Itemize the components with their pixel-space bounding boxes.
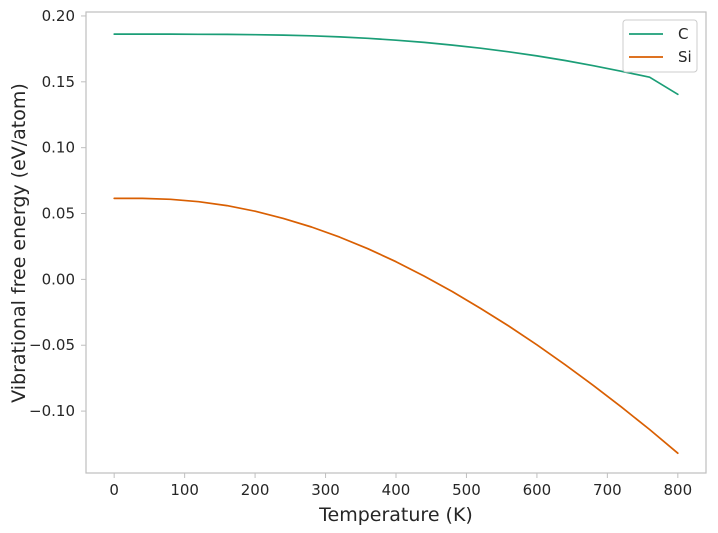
x-tick-label: 800	[663, 481, 692, 499]
y-tick-label: 0.20	[42, 7, 75, 25]
x-axis-ticks: 0 100 200 300 400 500 600 700 800	[109, 473, 692, 499]
y-tick-label: −0.10	[29, 402, 75, 420]
x-tick-label: 600	[523, 481, 552, 499]
x-tick-label: 700	[593, 481, 622, 499]
y-tick-label: −0.05	[29, 336, 75, 354]
x-tick-label: 300	[311, 481, 340, 499]
x-tick-label: 200	[241, 481, 270, 499]
x-tick-label: 0	[109, 481, 119, 499]
y-tick-label: 0.15	[42, 73, 75, 91]
y-axis-ticks: −0.10 −0.05 0.00 0.05 0.10 0.15 0.20	[29, 7, 86, 420]
series-lines	[113, 33, 679, 455]
legend: C Si	[622, 19, 698, 73]
plot-frame	[85, 11, 707, 474]
series-line-c	[113, 33, 679, 96]
legend-label-si: Si	[678, 48, 692, 66]
x-axis-label: Temperature (K)	[318, 504, 473, 526]
y-tick-label: 0.05	[42, 205, 75, 223]
x-tick-label: 400	[382, 481, 411, 499]
x-tick-label: 100	[170, 481, 199, 499]
y-tick-label: 0.10	[42, 139, 75, 157]
legend-box	[622, 19, 698, 73]
x-tick-label: 500	[452, 481, 481, 499]
y-tick-label: 0.00	[42, 270, 75, 288]
y-axis-label: Vibrational free energy (eV/atom)	[8, 83, 30, 403]
series-line-si	[113, 197, 679, 455]
legend-label-c: C	[678, 25, 688, 43]
